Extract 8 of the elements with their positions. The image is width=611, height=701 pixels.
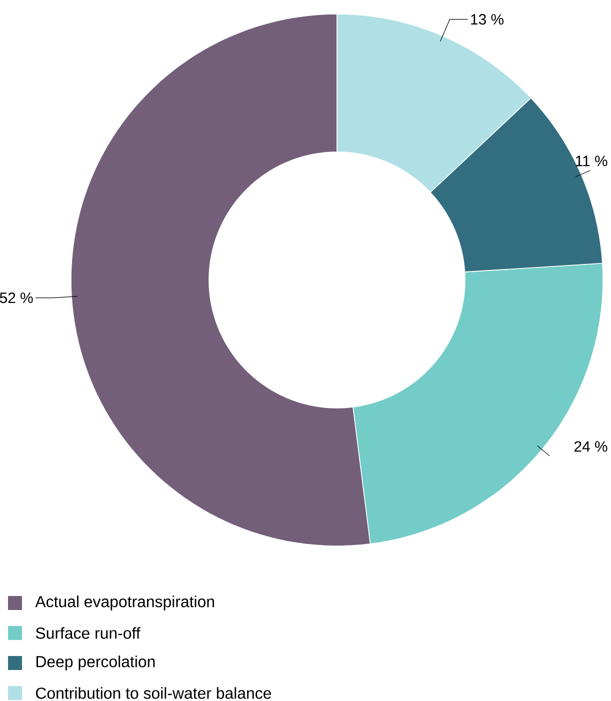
data-label: 24 % [574, 441, 608, 452]
data-label: 11 % [576, 156, 608, 166]
legend-label: Surface run-off [36, 627, 140, 639]
legend-label: Contribution to soil-water balance [36, 687, 272, 699]
data-label: 13 % [471, 14, 504, 25]
data-label: 52 % [0, 292, 33, 304]
legend-label: Deep percolation [36, 656, 155, 670]
legend-label: Actual evapotranspiration [35, 596, 214, 610]
